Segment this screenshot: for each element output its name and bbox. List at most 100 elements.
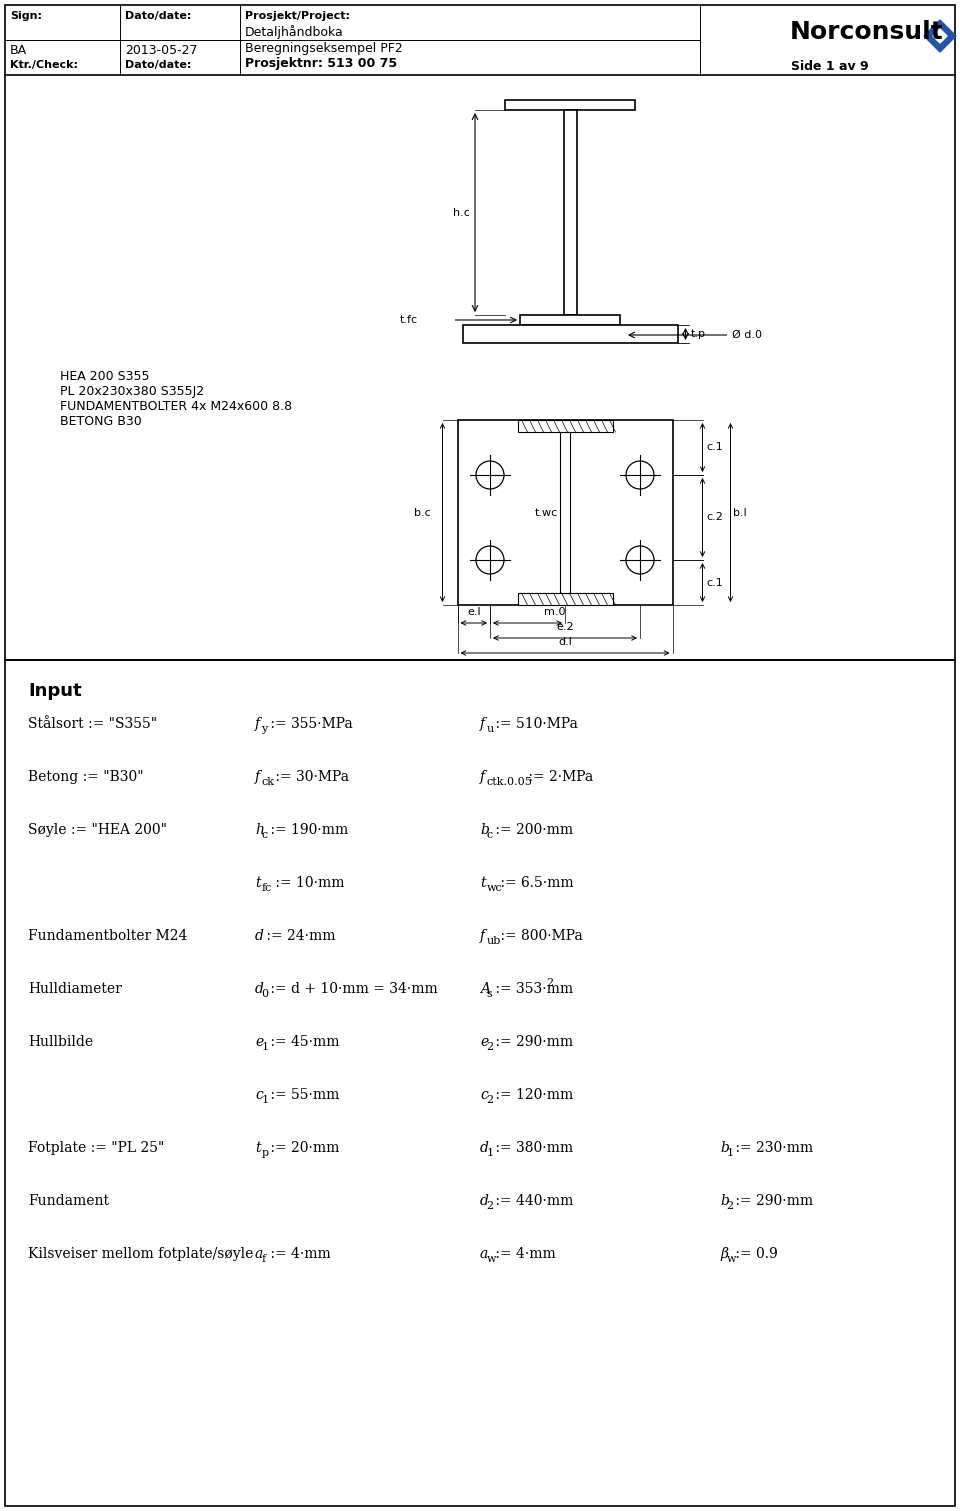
Text: e: e: [480, 1035, 489, 1049]
Text: HEA 200 S355: HEA 200 S355: [60, 370, 150, 382]
Text: := 355·MPa: := 355·MPa: [266, 718, 353, 731]
Bar: [463, 325, 678, 343]
Text: c: c: [487, 830, 492, 840]
Bar: [560, 432, 570, 592]
Text: 2: 2: [487, 1095, 493, 1105]
Text: 1: 1: [487, 1148, 493, 1157]
Text: := 55·mm: := 55·mm: [266, 1088, 340, 1102]
Text: u: u: [487, 724, 493, 734]
Text: fc: fc: [261, 882, 272, 893]
Text: := 6.5·mm: := 6.5·mm: [495, 876, 573, 890]
Text: w: w: [487, 1254, 496, 1265]
Text: := 230·mm: := 230·mm: [732, 1141, 813, 1154]
Text: := 30·MPa: := 30·MPa: [271, 771, 348, 784]
Text: Fundamentbolter M24: Fundamentbolter M24: [28, 929, 187, 943]
Text: e.l: e.l: [467, 607, 481, 616]
Text: := 24·mm: := 24·mm: [261, 929, 335, 943]
Text: := 4·mm: := 4·mm: [266, 1247, 331, 1262]
Text: 2: 2: [546, 978, 553, 988]
Text: Fotplate := "PL 25": Fotplate := "PL 25": [28, 1141, 164, 1154]
Text: b.c: b.c: [414, 508, 431, 517]
Text: c: c: [261, 830, 268, 840]
Text: t.p: t.p: [690, 329, 706, 338]
Text: e.2: e.2: [556, 623, 574, 632]
Text: := 2·MPa: := 2·MPa: [523, 771, 593, 784]
Polygon shape: [933, 29, 947, 42]
Circle shape: [476, 545, 504, 574]
Text: m.0: m.0: [544, 607, 565, 616]
Text: t: t: [255, 1141, 260, 1154]
Text: Ø d.0: Ø d.0: [732, 329, 762, 340]
Text: f: f: [255, 718, 260, 731]
Text: PL 20x230x380 S355J2: PL 20x230x380 S355J2: [60, 385, 204, 397]
Text: FUNDAMENTBOLTER 4x M24x600 8.8: FUNDAMENTBOLTER 4x M24x600 8.8: [60, 400, 292, 413]
Text: f: f: [480, 929, 485, 943]
Text: f: f: [255, 771, 260, 784]
Circle shape: [626, 461, 654, 490]
Text: b.l: b.l: [732, 508, 746, 517]
Text: d.l: d.l: [558, 638, 572, 647]
Text: h.c: h.c: [453, 207, 470, 218]
Bar: [517, 592, 612, 604]
Text: := 45·mm: := 45·mm: [266, 1035, 340, 1049]
Circle shape: [476, 461, 504, 490]
Text: := 20·mm: := 20·mm: [266, 1141, 340, 1154]
Text: c.1: c.1: [707, 443, 723, 452]
Text: := 380·mm: := 380·mm: [492, 1141, 573, 1154]
Text: 1: 1: [727, 1148, 733, 1157]
Bar: [564, 110, 577, 314]
Text: Sign:: Sign:: [10, 11, 42, 21]
Text: e: e: [255, 1035, 263, 1049]
Text: a: a: [480, 1247, 489, 1262]
Text: w: w: [727, 1254, 736, 1265]
Text: t: t: [480, 876, 486, 890]
Text: := d + 10·mm = 34·mm: := d + 10·mm = 34·mm: [266, 982, 438, 996]
Bar: [520, 314, 620, 325]
Text: := 290·mm: := 290·mm: [492, 1035, 573, 1049]
Text: f: f: [261, 1254, 266, 1265]
Text: Norconsult: Norconsult: [790, 20, 944, 44]
Text: Side 1 av 9: Side 1 av 9: [791, 60, 869, 73]
Text: b: b: [720, 1141, 729, 1154]
Text: 0: 0: [261, 990, 269, 999]
Text: c: c: [255, 1088, 263, 1102]
Bar: [458, 420, 673, 604]
Text: Fundament: Fundament: [28, 1194, 109, 1207]
Text: BA: BA: [10, 44, 27, 57]
Text: c.1: c.1: [707, 577, 723, 588]
Text: 2: 2: [487, 1201, 493, 1210]
Text: p: p: [261, 1148, 269, 1157]
Text: Ktr./Check:: Ktr./Check:: [10, 60, 78, 70]
Text: Input: Input: [28, 681, 82, 700]
Text: Detaljhåndboka: Detaljhåndboka: [245, 26, 344, 39]
Text: Dato/date:: Dato/date:: [125, 60, 191, 70]
Text: Betong := "B30": Betong := "B30": [28, 771, 144, 784]
Text: A: A: [480, 982, 490, 996]
Polygon shape: [924, 20, 956, 51]
Text: Prosjekt/Project:: Prosjekt/Project:: [245, 11, 350, 21]
Text: h: h: [255, 823, 264, 837]
Text: t: t: [255, 876, 260, 890]
Text: := 4·mm: := 4·mm: [492, 1247, 556, 1262]
Text: := 10·mm: := 10·mm: [271, 876, 345, 890]
Text: d: d: [255, 929, 264, 943]
Text: ub: ub: [487, 935, 501, 946]
Bar: [517, 420, 612, 432]
Text: b: b: [480, 823, 489, 837]
Text: BETONG B30: BETONG B30: [60, 416, 142, 428]
Text: c: c: [480, 1088, 488, 1102]
Text: 2013-05-27: 2013-05-27: [125, 44, 198, 57]
Text: := 510·MPa: := 510·MPa: [492, 718, 578, 731]
Text: t.fc: t.fc: [399, 314, 418, 325]
Text: c.2: c.2: [707, 512, 724, 523]
Text: 1: 1: [261, 1095, 269, 1105]
Text: Prosjektnr: 513 00 75: Prosjektnr: 513 00 75: [245, 57, 397, 70]
Text: := 190·mm: := 190·mm: [266, 823, 348, 837]
Text: 2: 2: [727, 1201, 733, 1210]
Text: y: y: [261, 724, 268, 734]
Bar: [505, 100, 635, 110]
Text: := 200·mm: := 200·mm: [492, 823, 573, 837]
Text: β: β: [720, 1247, 728, 1262]
Text: d: d: [480, 1141, 489, 1154]
Text: := 440·mm: := 440·mm: [492, 1194, 573, 1207]
